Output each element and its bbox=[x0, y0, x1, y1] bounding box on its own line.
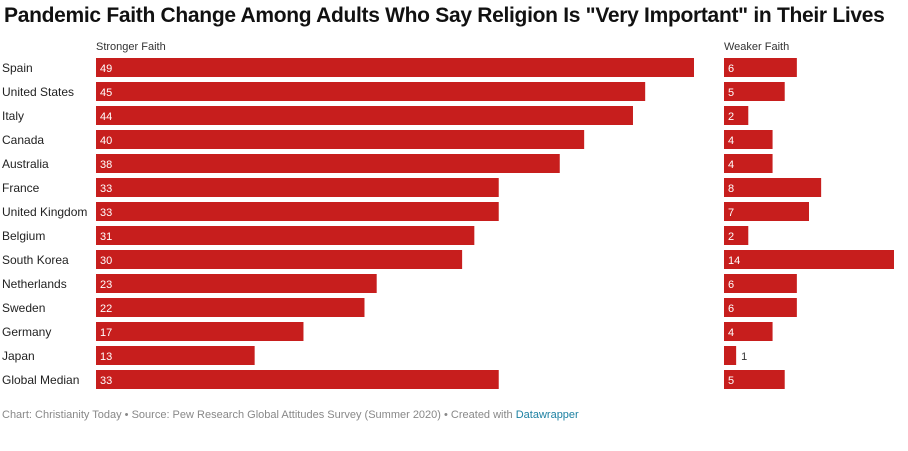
value-label-stronger-united-kingdom: 33 bbox=[100, 207, 112, 219]
value-label-weaker-canada: 4 bbox=[728, 135, 734, 147]
series-header-weaker: Weaker Faith bbox=[724, 41, 789, 53]
value-label-stronger-australia: 38 bbox=[100, 159, 112, 171]
datawrapper-link[interactable]: Datawrapper bbox=[515, 409, 579, 421]
bar-stronger-spain bbox=[96, 58, 694, 77]
category-label-sweden: Sweden bbox=[2, 301, 45, 315]
bar-weaker-united-states bbox=[724, 82, 785, 101]
bar-stronger-united-states bbox=[96, 82, 646, 101]
value-label-stronger-canada: 40 bbox=[100, 135, 112, 147]
category-label-netherlands: Netherlands bbox=[2, 277, 67, 291]
value-label-weaker-sweden: 6 bbox=[728, 303, 734, 315]
value-label-weaker-belgium: 2 bbox=[728, 231, 734, 243]
bar-stronger-japan bbox=[96, 346, 255, 365]
value-label-weaker-united-kingdom: 7 bbox=[728, 207, 734, 219]
category-label-united-kingdom: United Kingdom bbox=[2, 205, 87, 219]
footer-source: Chart: Christianity Today • Source: Pew … bbox=[2, 409, 516, 421]
bar-weaker-france bbox=[724, 178, 822, 197]
value-label-weaker-germany: 4 bbox=[728, 327, 734, 339]
bar-stronger-global-median bbox=[96, 370, 499, 389]
bar-stronger-netherlands bbox=[96, 274, 377, 293]
value-label-stronger-global-median: 33 bbox=[100, 375, 112, 387]
bar-weaker-japan bbox=[724, 346, 737, 365]
value-label-stronger-south-korea: 30 bbox=[100, 255, 112, 267]
bar-weaker-australia bbox=[724, 154, 773, 173]
value-label-stronger-france: 33 bbox=[100, 183, 112, 195]
bar-stronger-belgium bbox=[96, 226, 475, 245]
value-label-stronger-united-states: 45 bbox=[100, 87, 112, 99]
category-label-germany: Germany bbox=[2, 325, 51, 339]
bar-stronger-italy bbox=[96, 106, 633, 125]
bar-weaker-canada bbox=[724, 130, 773, 149]
value-label-weaker-south-korea: 14 bbox=[728, 255, 740, 267]
bar-weaker-spain bbox=[724, 58, 797, 77]
value-label-stronger-italy: 44 bbox=[100, 111, 112, 123]
value-label-weaker-australia: 4 bbox=[728, 159, 734, 171]
value-label-stronger-japan: 13 bbox=[100, 351, 112, 363]
bar-weaker-sweden bbox=[724, 298, 797, 317]
bar-weaker-germany bbox=[724, 322, 773, 341]
category-label-global-median: Global Median bbox=[2, 373, 79, 387]
bar-weaker-italy bbox=[724, 106, 749, 125]
bar-weaker-united-kingdom bbox=[724, 202, 809, 221]
bar-chart: Stronger Faith Weaker Faith Spain 49 6 United… bbox=[2, 41, 894, 389]
category-label-spain: Spain bbox=[2, 61, 33, 75]
value-label-stronger-sweden: 22 bbox=[100, 303, 112, 315]
value-label-weaker-spain: 6 bbox=[728, 63, 734, 75]
chart-title: Pandemic Faith Change Among Adults Who S… bbox=[4, 4, 885, 27]
value-label-weaker-netherlands: 6 bbox=[728, 279, 734, 291]
bar-stronger-south-korea bbox=[96, 250, 463, 269]
category-label-south-korea: South Korea bbox=[2, 253, 69, 267]
category-label-italy: Italy bbox=[2, 109, 24, 123]
bar-stronger-germany bbox=[96, 322, 304, 341]
category-label-france: France bbox=[2, 181, 40, 195]
bar-stronger-sweden bbox=[96, 298, 365, 317]
value-label-weaker-japan: 1 bbox=[741, 351, 747, 363]
value-label-stronger-belgium: 31 bbox=[100, 231, 112, 243]
category-label-belgium: Belgium bbox=[2, 229, 45, 243]
value-label-weaker-global-median: 5 bbox=[728, 375, 734, 387]
bar-stronger-canada bbox=[96, 130, 585, 149]
bar-weaker-south-korea bbox=[724, 250, 894, 269]
bar-weaker-netherlands bbox=[724, 274, 797, 293]
bar-weaker-belgium bbox=[724, 226, 749, 245]
bar-weaker-global-median bbox=[724, 370, 785, 389]
value-label-stronger-netherlands: 23 bbox=[100, 279, 112, 291]
category-label-united-states: United States bbox=[2, 85, 74, 99]
category-label-canada: Canada bbox=[2, 133, 44, 147]
category-label-japan: Japan bbox=[2, 349, 35, 363]
value-label-stronger-spain: 49 bbox=[100, 63, 112, 75]
category-label-australia: Australia bbox=[2, 157, 49, 171]
series-header-stronger: Stronger Faith bbox=[96, 41, 166, 53]
value-label-weaker-italy: 2 bbox=[728, 111, 734, 123]
bar-stronger-united-kingdom bbox=[96, 202, 499, 221]
value-label-weaker-france: 8 bbox=[728, 183, 734, 195]
value-label-weaker-united-states: 5 bbox=[728, 87, 734, 99]
chart-footer: Chart: Christianity Today • Source: Pew … bbox=[2, 409, 579, 421]
value-label-stronger-germany: 17 bbox=[100, 327, 112, 339]
bar-stronger-australia bbox=[96, 154, 560, 173]
bar-stronger-france bbox=[96, 178, 499, 197]
